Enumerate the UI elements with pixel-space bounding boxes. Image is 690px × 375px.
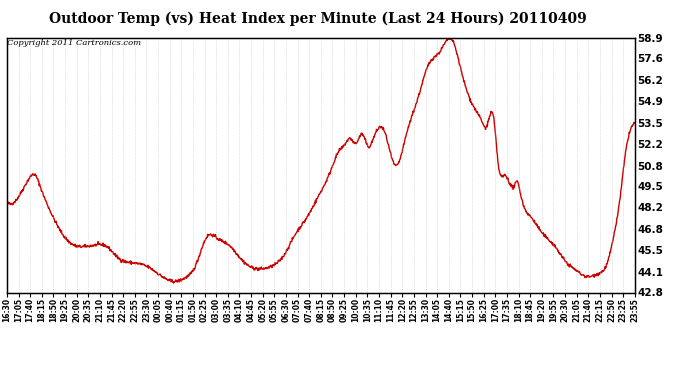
Text: Copyright 2011 Cartronics.com: Copyright 2011 Cartronics.com [7, 39, 141, 47]
Text: Outdoor Temp (vs) Heat Index per Minute (Last 24 Hours) 20110409: Outdoor Temp (vs) Heat Index per Minute … [48, 11, 586, 26]
